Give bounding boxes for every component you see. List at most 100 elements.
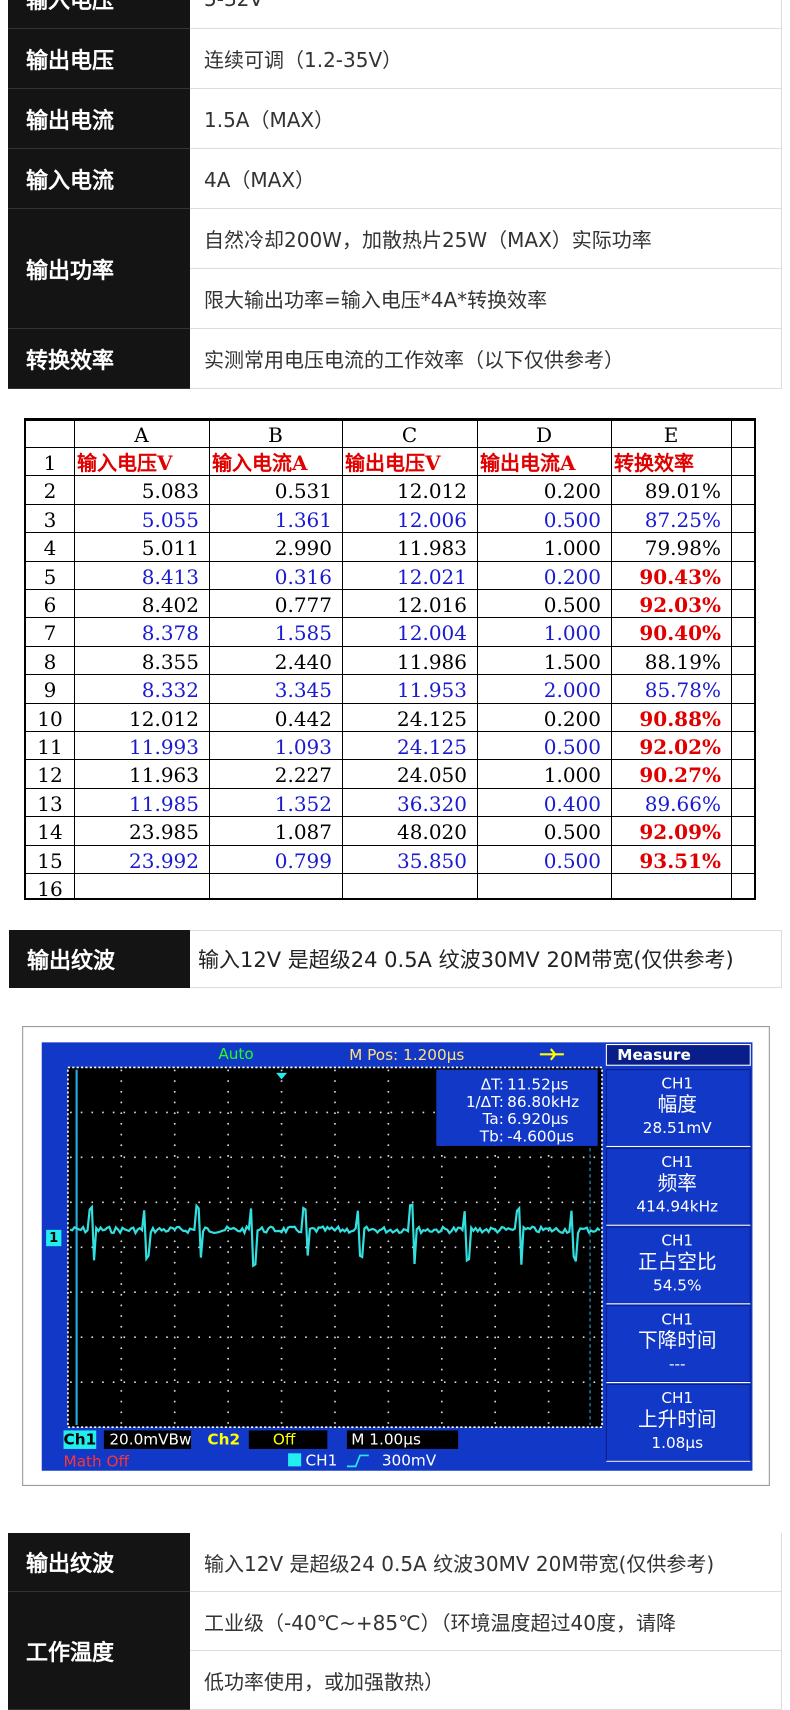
cell: 2.227 <box>274 763 332 788</box>
cell: 8.378 <box>141 621 199 646</box>
cell: 23.992 <box>129 848 199 873</box>
cell: 输入电压V <box>77 451 173 475</box>
trigger-source: CH1 <box>306 1451 338 1469</box>
cell: 1.093 <box>274 735 332 759</box>
ch1-box <box>63 1430 97 1449</box>
row-line <box>26 532 754 534</box>
cell: 35.850 <box>397 848 467 873</box>
col-line <box>611 420 612 898</box>
row-number: 9 <box>43 678 57 703</box>
excel-table: A B C D E 1 输入电压V 输入电流A 输出电压V 输出电流A 转换效率 2 5.083 0.53… <box>24 418 756 900</box>
ripple-row: 输出纹波 输入12V 是超级24 0.5A 纹波30MV 20M带宽(仅供参考) <box>0 930 790 988</box>
cell: 23.985 <box>129 820 199 845</box>
cell: 8.332 <box>141 678 199 703</box>
row-line <box>26 617 754 619</box>
cell: 输出电流A <box>480 451 576 475</box>
spec-value: 4A（MAX） <box>190 149 782 209</box>
cell: 3.345 <box>274 678 332 703</box>
row-number: 4 <box>43 536 57 561</box>
row-number: 15 <box>37 848 63 873</box>
menu-box <box>605 1043 751 1066</box>
cell: 93.51% <box>639 848 721 873</box>
row-number: 16 <box>37 877 63 900</box>
cell: 12.021 <box>397 564 467 589</box>
cursor-key: Tb: <box>479 1128 504 1146</box>
cell: 0.500 <box>543 848 601 873</box>
cell: 2.440 <box>274 649 332 674</box>
cursor-key: ΔT: <box>481 1075 504 1093</box>
spec-value: 实测常用电压电流的工作效率（以下仅供参考） <box>190 329 782 389</box>
row-number: 14 <box>37 820 63 845</box>
row-number: 6 <box>43 593 57 617</box>
row-number: 2 <box>43 479 57 504</box>
cell: 转换效率 <box>614 451 694 475</box>
row-number: 7 <box>43 621 57 646</box>
cell: 12.006 <box>397 507 467 532</box>
row-number: 3 <box>43 507 57 532</box>
cell: 79.98% <box>644 536 721 561</box>
row-line <box>26 589 754 590</box>
cell: 87.25% <box>644 507 721 532</box>
ch1-marker-box <box>46 1229 62 1247</box>
ripple-label: 输出纹波 <box>9 930 190 988</box>
spec-value: 连续可调（1.2-35V） <box>190 29 782 89</box>
mode: Auto <box>218 1045 253 1063</box>
cell: 90.40% <box>639 621 721 646</box>
cell: 0.500 <box>543 820 601 845</box>
row-line <box>26 560 754 562</box>
row-number: 5 <box>43 564 57 589</box>
menu-title: Measure <box>617 1046 691 1064</box>
spec-table-bottom: 输出纹波 输入12V 是超级24 0.5A 纹波30MV 20M带宽(仅供参考) 工… <box>0 1533 790 1710</box>
cell: 8.355 <box>141 649 199 674</box>
measure-name: 幅度 <box>658 1093 697 1116</box>
measure-value: 414.94kHz <box>636 1198 718 1216</box>
usb-icon <box>539 1048 564 1061</box>
measure-channel: CH1 <box>661 1389 693 1407</box>
cell: 输入电流A <box>212 451 308 475</box>
cursor-value: 11.52µs <box>507 1075 568 1093</box>
cell: 89.66% <box>644 791 721 816</box>
measure-value: 1.08µs <box>651 1434 703 1452</box>
spec-value: 工业级（-40℃~+85℃）（环境温度超过40度，请降 <box>190 1592 782 1651</box>
cell: 1.087 <box>274 820 332 845</box>
spec-value: 5-32V <box>190 0 782 29</box>
cell: 0.777 <box>274 593 332 617</box>
cell: 5.083 <box>141 479 199 504</box>
cell: 5.011 <box>141 536 199 561</box>
row-line <box>26 420 754 421</box>
measure-name: 上升时间 <box>638 1408 716 1431</box>
cell: 24.125 <box>397 706 467 731</box>
spec-table-top: 输入电压5-32V输出电压连续可调（1.2-35V）输出电流1.5A（MAX）输… <box>0 0 790 392</box>
column-letter: D <box>535 423 553 447</box>
cell: 90.43% <box>639 564 721 589</box>
cell: 0.799 <box>274 848 332 873</box>
ch1-label: Ch1 <box>64 1431 97 1449</box>
cell: 2.000 <box>543 678 601 703</box>
ch2-label: Ch2 <box>207 1431 240 1449</box>
cell: 12.012 <box>129 706 199 731</box>
math: Math Off <box>64 1453 130 1471</box>
measure-value: --- <box>669 1355 686 1373</box>
cell: 0.531 <box>274 479 332 504</box>
m-pos: M Pos: 1.200µs <box>349 1046 464 1064</box>
cell: 85.78% <box>644 678 721 703</box>
cell: 5.055 <box>141 507 199 532</box>
cell: 24.125 <box>397 735 467 759</box>
cell: 88.19% <box>644 649 721 674</box>
cell: 1.000 <box>543 621 601 646</box>
col-line <box>477 420 478 898</box>
ch1-scale: 20.0mVBw <box>109 1431 191 1449</box>
cell: 11.985 <box>129 791 199 816</box>
measure-channel: CH1 <box>661 1074 693 1092</box>
cell: 8.413 <box>141 564 199 589</box>
cell: 11.963 <box>129 763 199 788</box>
measure-value: 28.51mV <box>643 1119 713 1137</box>
row-line <box>26 873 754 874</box>
col-line <box>342 420 343 898</box>
cursor-value: 86.80kHz <box>507 1093 579 1111</box>
measure-name: 下降时间 <box>638 1329 716 1352</box>
spec-label: 输入电压 <box>8 0 190 29</box>
row-line <box>26 674 754 676</box>
cell: 89.01% <box>644 479 721 504</box>
